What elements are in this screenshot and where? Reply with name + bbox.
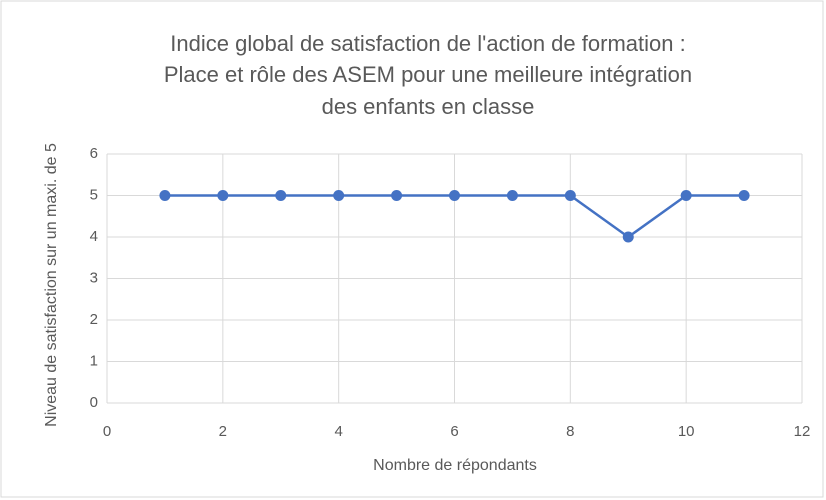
x-tick-label: 0 bbox=[103, 423, 111, 440]
x-tick-label: 8 bbox=[566, 423, 574, 440]
point bbox=[738, 190, 750, 201]
point bbox=[217, 190, 229, 201]
chart-title: Place et rôle des ASEM pour une meilleur… bbox=[164, 62, 692, 87]
x-tick-label: 4 bbox=[334, 423, 342, 440]
point bbox=[449, 190, 460, 201]
y-tick-label: 4 bbox=[90, 228, 98, 245]
point bbox=[506, 190, 518, 201]
x-tick-label: 2 bbox=[219, 423, 227, 440]
y-tick-label: 2 bbox=[90, 311, 98, 328]
point bbox=[391, 190, 403, 201]
y-tick-label: 0 bbox=[90, 394, 98, 411]
point bbox=[564, 190, 576, 201]
y-tick-label: 1 bbox=[90, 352, 98, 369]
point bbox=[622, 231, 634, 243]
y-axis-label: Niveau de satisfaction sur un maxi. de 5 bbox=[43, 143, 60, 427]
chart-title: des enfants en classe bbox=[322, 94, 535, 119]
point bbox=[680, 190, 692, 201]
point bbox=[159, 190, 171, 201]
x-tick-label: 12 bbox=[794, 423, 811, 440]
y-tick-label: 5 bbox=[90, 186, 98, 203]
point bbox=[275, 190, 287, 201]
x-tick-label: 6 bbox=[450, 423, 458, 440]
x-tick-label: 10 bbox=[678, 423, 695, 440]
y-tick-label: 6 bbox=[90, 145, 98, 162]
chart-title: Indice global de satisfaction de l'actio… bbox=[170, 31, 685, 56]
x-axis-label: Nombre de répondants bbox=[373, 457, 537, 474]
y-tick-label: 3 bbox=[90, 269, 98, 286]
point bbox=[333, 190, 345, 201]
